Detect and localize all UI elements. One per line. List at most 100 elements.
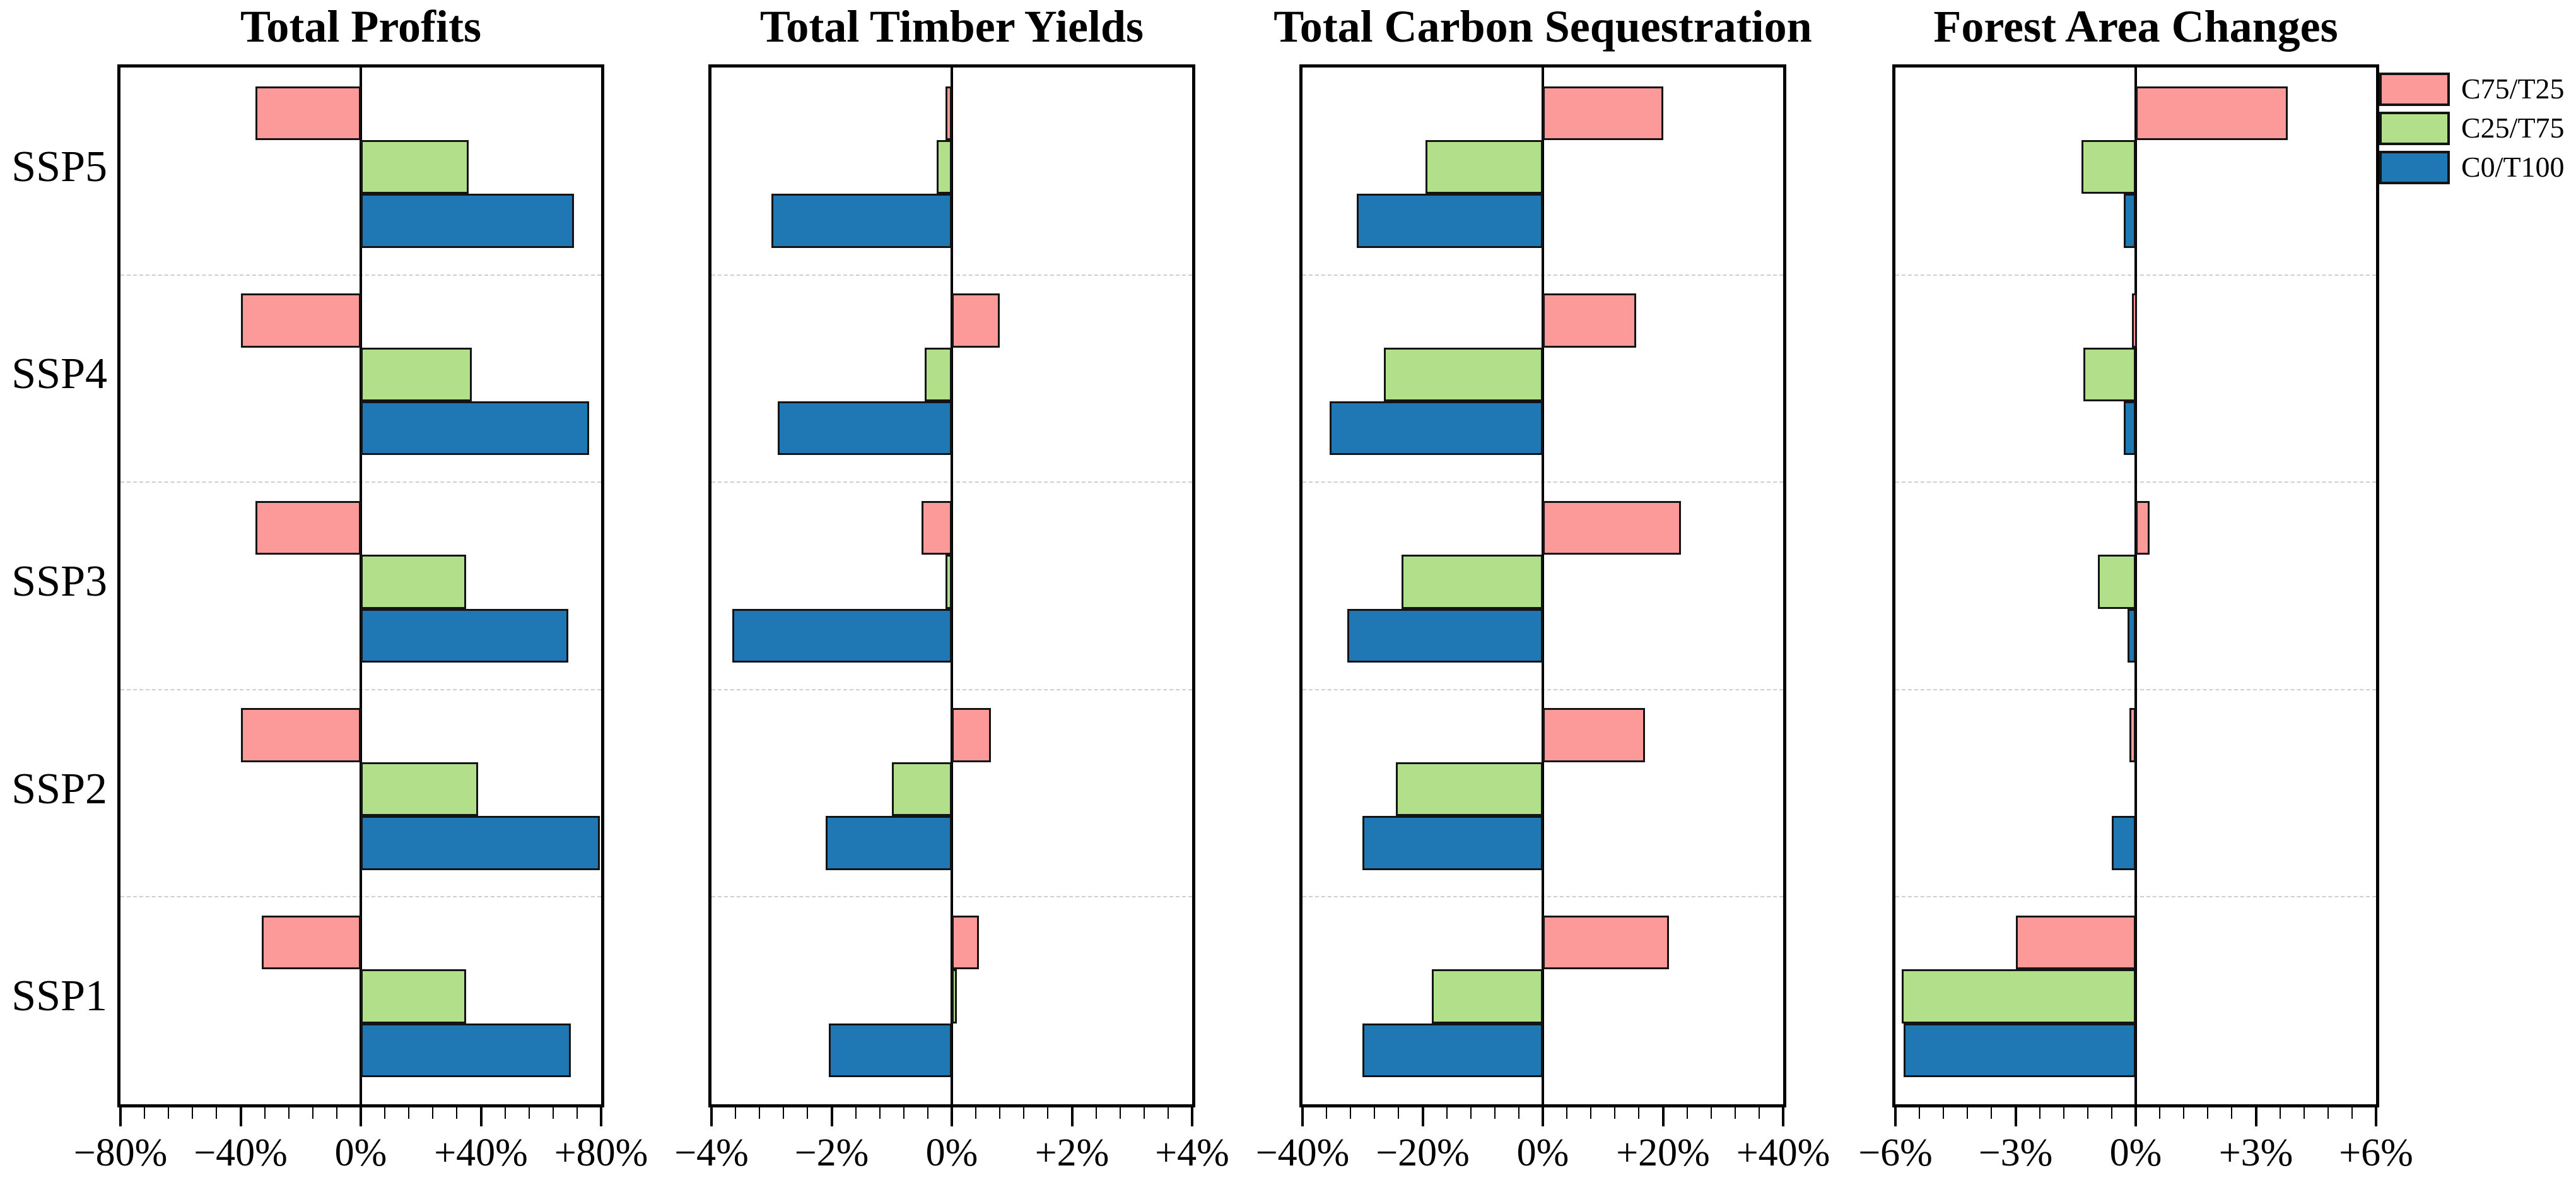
bar [361,140,469,194]
y-axis-category-label: SSP5 [11,142,107,191]
x-axis-minor-tick [1919,1107,1921,1119]
bar [1362,816,1543,870]
x-axis-minor-tick [264,1107,266,1119]
x-axis-minor-tick [504,1107,506,1119]
x-axis-minor-tick [855,1107,857,1119]
bar [1543,86,1663,140]
x-axis-minor-tick [1991,1107,1993,1119]
x-axis-minor-tick [1023,1107,1025,1119]
x-axis-minor-tick [312,1107,313,1119]
x-axis-tick-label: −20% [1376,1131,1470,1174]
x-axis-minor-tick [1374,1107,1376,1119]
x-axis-major-tick [951,1107,953,1126]
x-axis-minor-tick [807,1107,809,1119]
x-axis-minor-tick [1967,1107,1969,1119]
x-axis-minor-tick [783,1107,785,1119]
x-axis-major-tick [119,1107,122,1126]
bar [825,816,952,870]
x-axis-minor-tick [759,1107,761,1119]
bar [946,86,952,140]
x-axis-minor-tick [1518,1107,1519,1119]
bar [361,608,568,663]
bar [2015,915,2136,970]
x-axis-minor-tick [975,1107,977,1119]
plot-area [708,64,1195,1107]
bar [1426,140,1543,194]
bar [777,401,952,456]
bar [1543,915,1670,970]
x-axis-tick-label: −4% [674,1131,749,1174]
bar [1543,708,1645,762]
x-axis-minor-tick [336,1107,337,1119]
plot-area [1299,64,1786,1107]
x-axis-major-tick [2254,1107,2257,1126]
x-axis-minor-tick [1167,1107,1169,1119]
bar [1431,969,1543,1024]
y-axis-category-label: SSP4 [11,350,107,399]
y-axis-category-label: SSP3 [11,557,107,606]
x-axis-tick-label: −3% [1978,1131,2053,1174]
bar [1347,608,1543,663]
bar [1903,1023,2136,1078]
x-axis-minor-tick [216,1107,218,1119]
bar [361,816,600,870]
bar [361,762,478,817]
x-axis-tick-label: +3% [2218,1131,2293,1174]
x-axis-major-tick [2375,1107,2377,1126]
x-axis-minor-tick [2087,1107,2088,1119]
x-axis-minor-tick [144,1107,146,1119]
x-axis-minor-tick [1143,1107,1145,1119]
y-axis-category-label: SSP1 [11,972,107,1021]
x-axis-minor-tick [168,1107,170,1119]
x-axis-tick-label: 0% [925,1131,978,1174]
x-axis-major-tick [600,1107,602,1126]
x-axis-tick-label: +80% [554,1131,648,1174]
x-axis-major-tick [1421,1107,1424,1126]
x-axis-major-tick [830,1107,833,1126]
x-axis-major-tick [239,1107,242,1126]
bar [361,969,466,1024]
x-axis-major-tick [479,1107,483,1126]
x-axis-minor-tick [528,1107,530,1119]
x-axis-minor-tick [2231,1107,2233,1119]
bar [1383,347,1543,402]
legend-swatch [2379,112,2450,145]
plot-area [1892,64,2379,1107]
bar [952,708,991,762]
bar [361,401,589,456]
x-axis-minor-tick [735,1107,737,1119]
panel-title: Total Profits [240,1,482,52]
bar [1901,969,2136,1024]
x-axis-tick-label: −6% [1858,1131,1933,1174]
x-axis-minor-tick [432,1107,434,1119]
x-axis-major-tick [360,1107,362,1126]
legend-label: C75/T25 [2461,73,2565,105]
panel-title: Total Carbon Sequestration [1273,1,1812,52]
bar [771,194,952,248]
legend-swatch [2379,151,2450,184]
legend-label: C0/T100 [2461,151,2565,183]
x-axis-major-tick [1782,1107,1784,1126]
x-axis-minor-tick [1566,1107,1568,1119]
bar [946,555,952,609]
x-axis-tick-label: +20% [1616,1131,1710,1174]
x-axis-minor-tick [1470,1107,1472,1119]
x-axis-minor-tick [1446,1107,1448,1119]
x-axis-minor-tick [1494,1107,1496,1119]
x-axis-minor-tick [1119,1107,1121,1119]
x-axis-major-tick [1191,1107,1193,1126]
x-axis-minor-tick [879,1107,881,1119]
y-axis-category-label: SSP2 [11,764,107,813]
x-axis-tick-label: −2% [794,1131,869,1174]
x-axis-minor-tick [2303,1107,2305,1119]
x-axis-tick-label: +6% [2339,1131,2413,1174]
bar [925,347,952,402]
x-axis-minor-tick [2039,1107,2040,1119]
x-axis-minor-tick [1047,1107,1049,1119]
bar [261,915,361,970]
x-axis-minor-tick [1686,1107,1688,1119]
zero-axis-line [951,68,953,1104]
x-axis-tick-label: 0% [334,1131,387,1174]
bar [2111,816,2136,870]
